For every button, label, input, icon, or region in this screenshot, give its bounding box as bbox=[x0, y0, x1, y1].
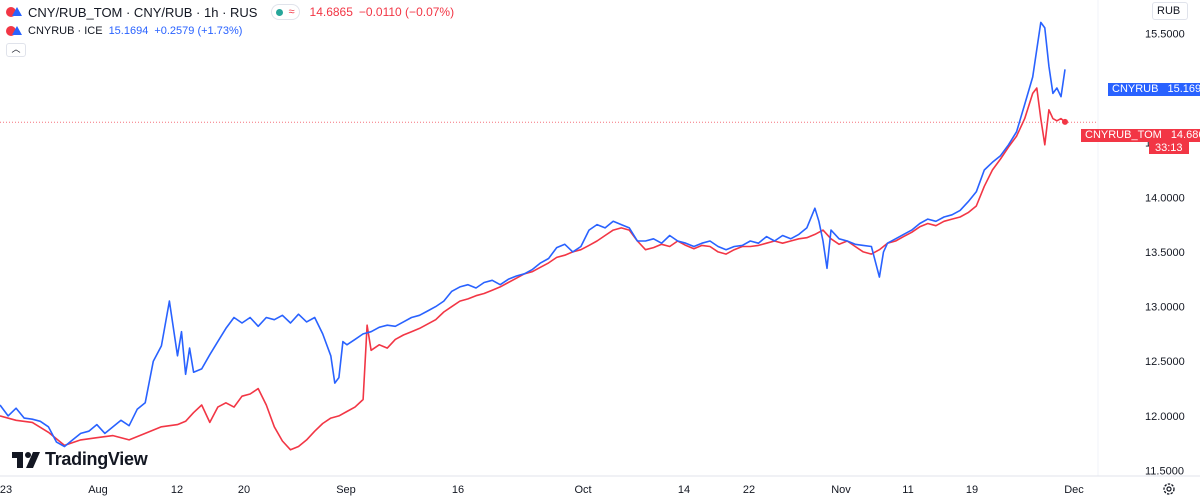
y-tick-label: 13.5000 bbox=[1145, 247, 1185, 259]
main-price-label: CNYRUB_TOM 14.6865 bbox=[1081, 129, 1200, 142]
x-tick-label: Sep bbox=[336, 484, 356, 496]
compare-price-value: 15.1695 bbox=[1162, 83, 1200, 96]
x-tick-label: 11 bbox=[902, 484, 913, 496]
tradingview-logo[interactable]: TradingView bbox=[12, 449, 148, 470]
flag-icon bbox=[6, 26, 22, 36]
main-series-legend[interactable]: CNY/RUB_TOM · CNY/RUB · 1h · RUS ≈ 14.68… bbox=[6, 4, 454, 20]
x-tick-label: 19 bbox=[966, 484, 978, 496]
main-price-name: CNYRUB_TOM bbox=[1081, 129, 1166, 142]
bar-countdown: 33:13 bbox=[1149, 142, 1189, 154]
x-tick-label: Dec bbox=[1064, 484, 1084, 496]
main-price-value: 14.6865 bbox=[1165, 129, 1200, 142]
y-tick-label: 11.5000 bbox=[1145, 466, 1184, 478]
flag-icon bbox=[6, 7, 22, 17]
x-tick-label: 20 bbox=[238, 484, 250, 496]
x-tick-label: 22 bbox=[743, 484, 755, 496]
last-price-dot bbox=[1062, 118, 1068, 125]
compare-series-legend[interactable]: CNYRUB · ICE 15.1694 +0.2579 (+1.73%) bbox=[6, 23, 242, 39]
x-tick-label: Nov bbox=[831, 484, 851, 496]
chevron-up-icon[interactable]: ︿ bbox=[6, 43, 26, 57]
series-line-cnyrub-ice bbox=[0, 21, 1066, 448]
y-tick-label: 12.5000 bbox=[1145, 356, 1185, 368]
series-line-cnyrub-tom bbox=[0, 87, 1066, 451]
y-tick-label: 15.5000 bbox=[1145, 28, 1185, 40]
gear-icon[interactable] bbox=[1162, 482, 1176, 496]
currency-button[interactable]: RUB bbox=[1152, 2, 1188, 20]
compare-series-value: 15.1694 bbox=[108, 25, 149, 37]
compare-price-name: CNYRUB bbox=[1108, 83, 1163, 96]
compare-price-label: CNYRUB 15.1695 bbox=[1108, 83, 1200, 96]
market-open-dot bbox=[276, 8, 284, 16]
compare-series-change: +0.2579 (+1.73%) bbox=[154, 25, 243, 37]
main-series-change: −0.0110 (−0.07%) bbox=[358, 5, 455, 19]
x-tick-label: 23 bbox=[0, 484, 12, 496]
y-tick-label: 14.0000 bbox=[1145, 192, 1185, 204]
market-status-pill[interactable]: ≈ bbox=[271, 4, 300, 20]
x-tick-label: Aug bbox=[88, 484, 108, 496]
y-tick-label: 12.0000 bbox=[1145, 411, 1185, 423]
compare-series-title: CNYRUB · ICE bbox=[28, 25, 103, 37]
wave-icon: ≈ bbox=[288, 6, 295, 18]
brand-name: TradingView bbox=[45, 449, 148, 469]
tradingview-logo-icon bbox=[12, 451, 40, 468]
x-tick-label: 16 bbox=[452, 484, 464, 496]
x-tick-label: Oct bbox=[574, 484, 591, 496]
main-series-title: CNY/RUB_TOM · CNY/RUB · 1h · RUS bbox=[28, 4, 258, 20]
x-tick-label: 12 bbox=[171, 484, 183, 496]
legend-collapse[interactable]: ︿ bbox=[6, 42, 26, 58]
main-series-value: 14.6865 bbox=[309, 5, 353, 19]
y-tick-label: 13.0000 bbox=[1145, 302, 1185, 314]
x-tick-label: 14 bbox=[678, 484, 690, 496]
